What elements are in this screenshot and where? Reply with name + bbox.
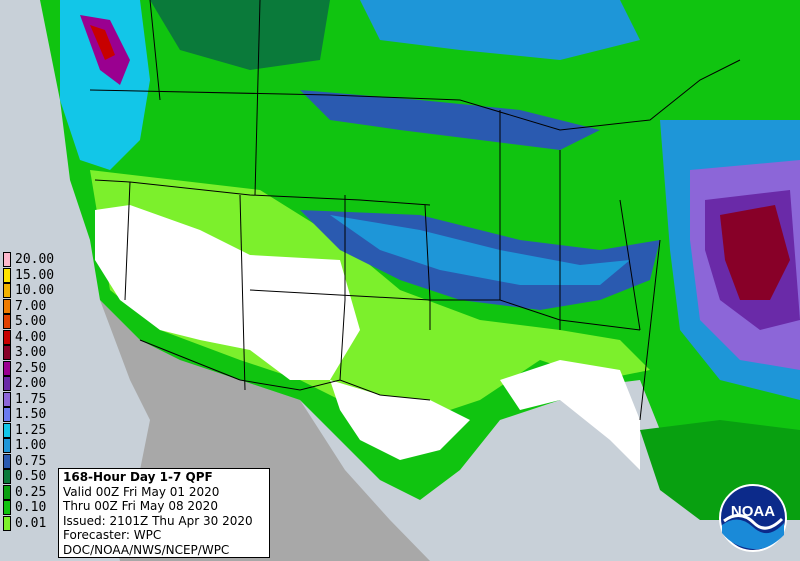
agency: DOC/NOAA/NWS/NCEP/WPC (63, 542, 230, 557)
legend-row: 0.25 (3, 484, 63, 501)
legend-swatch (3, 469, 11, 484)
legend-label: 5.00 (15, 314, 47, 329)
legend-label: 0.10 (15, 500, 47, 515)
legend-row: 0.10 (3, 500, 63, 516)
precip-none-southwest (95, 205, 360, 380)
legend-label: 1.00 (15, 438, 47, 453)
legend-row: 1.00 (3, 438, 63, 454)
precip-darkgreen-canada (150, 0, 330, 70)
legend-row: 5.00 (3, 314, 63, 330)
precip-lightgreen (90, 170, 650, 420)
legend-label: 7.00 (15, 298, 47, 314)
legend-row: 15.00 (3, 267, 63, 284)
legend-label: 0.25 (15, 484, 47, 500)
legend-swatch (3, 267, 11, 283)
legend-row: 0.75 (3, 453, 63, 470)
thru-time: Thru 00Z Fri May 08 2020 (63, 499, 218, 513)
legend-label: 2.00 (15, 376, 47, 391)
legend-swatch (3, 453, 11, 469)
legend-swatch (3, 438, 11, 453)
legend-swatch (3, 422, 11, 438)
precip-blue-north (300, 90, 600, 150)
legend-swatch (3, 360, 11, 376)
legend-row: 1.75 (3, 391, 63, 408)
legend-row: 2.00 (3, 376, 63, 392)
legend-swatch (3, 515, 11, 531)
legend-row: 7.00 (3, 298, 63, 315)
forecaster: Forecaster: WPC (63, 528, 162, 542)
legend-row: 1.50 (3, 407, 63, 423)
precip-lightblue-central (330, 215, 630, 285)
noaa-logo: NOAA (719, 484, 787, 552)
precip-none-texas (330, 380, 470, 460)
legend-label: 0.50 (15, 469, 47, 484)
legend-label: 1.50 (15, 407, 47, 422)
legend-swatch (3, 391, 11, 407)
legend-swatch (3, 484, 11, 500)
legend-label: 10.00 (15, 283, 55, 298)
legend-row: 0.50 (3, 469, 63, 485)
legend-label: 2.50 (15, 360, 47, 376)
legend-label: 0.75 (15, 453, 47, 469)
legend-swatch (3, 500, 11, 515)
legend-label: 1.25 (15, 422, 47, 438)
legend-swatch (3, 376, 11, 391)
legend-label: 0.01 (15, 515, 47, 531)
legend-label: 3.00 (15, 345, 47, 360)
legend-swatch (3, 345, 11, 360)
precip-none-southeast (500, 360, 640, 470)
legend-label: 15.00 (15, 267, 55, 283)
noaa-logo-text: NOAA (731, 503, 775, 520)
valid-time: Valid 00Z Fri May 01 2020 (63, 484, 220, 499)
legend-label: 4.00 (15, 329, 47, 345)
precip-atlantic-red (720, 205, 790, 300)
political-borders (89, 0, 741, 421)
precip-pnw-red (90, 25, 115, 60)
forecast-info-box: 168-Hour Day 1-7 QPF Valid 00Z Fri May 0… (58, 468, 270, 558)
legend-row: 2.50 (3, 360, 63, 377)
precip-blue-canada (360, 0, 640, 60)
legend-row: 20.00 (3, 252, 63, 268)
forecast-title: 168-Hour Day 1-7 QPF (63, 470, 213, 484)
legend-label: 1.75 (15, 391, 47, 407)
legend-swatch (3, 314, 11, 329)
legend-swatch (3, 252, 11, 267)
legend-row: 0.01 (3, 515, 63, 532)
precip-legend: 20.00 15.00 10.00 7.00 5.00 4.00 3.00 2.… (3, 252, 63, 531)
legend-row: 10.00 (3, 283, 63, 299)
legend-swatch (3, 407, 11, 422)
legend-swatch (3, 283, 11, 298)
legend-row: 1.25 (3, 422, 63, 439)
legend-swatch (3, 329, 11, 345)
precip-pnw-blue (60, 0, 150, 170)
legend-swatch (3, 298, 11, 314)
legend-label: 20.00 (15, 252, 55, 267)
legend-row: 3.00 (3, 345, 63, 361)
issued-time: Issued: 2101Z Thu Apr 30 2020 (63, 513, 253, 528)
legend-row: 4.00 (3, 329, 63, 346)
